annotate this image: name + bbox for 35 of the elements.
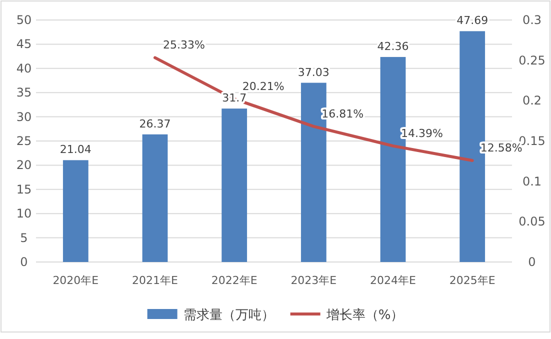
data-label: 26.37	[139, 117, 171, 130]
y-tick-label: 20	[16, 158, 32, 172]
x-tick-label: 2020年E	[52, 274, 99, 287]
x-tick-label: 2024年E	[370, 274, 416, 287]
x-tick-label: 2023年E	[290, 274, 337, 287]
y-tick-label: 35	[16, 86, 32, 100]
y-tick-label: 10	[16, 206, 32, 221]
y-tick-label: 50	[16, 13, 32, 27]
data-label: 47.69	[456, 14, 488, 28]
y-tick-label: 0	[20, 255, 28, 269]
y-tick-label: 15	[16, 182, 32, 196]
y2-tick-label: 0.2	[522, 94, 542, 108]
y2-tick-label: 0.25	[518, 53, 546, 68]
y2-tick-label: 0.1	[522, 174, 542, 188]
y-tick-label: 40	[16, 61, 32, 76]
y-tick-label: 45	[16, 37, 32, 52]
data-label: 37.03	[298, 66, 330, 79]
bar	[62, 160, 88, 262]
y-tick-label: 30	[16, 110, 32, 124]
bar	[222, 108, 248, 262]
legend-label: 需求量（万吨）	[183, 308, 274, 323]
data-label: 25.33%	[163, 38, 205, 52]
y2-tick-label: 0.05	[518, 214, 546, 229]
data-label: 21.04	[60, 143, 92, 156]
y-tick-label: 25	[16, 134, 32, 148]
data-label: 42.36	[377, 40, 409, 53]
bar	[142, 134, 168, 262]
y2-tick-label: 0.3	[522, 13, 542, 27]
legend-label: 增长率（%）	[325, 307, 404, 323]
x-tick-label: 2022年E	[211, 274, 258, 287]
y2-tick-label: 0	[528, 255, 536, 269]
x-tick-label: 2025年E	[449, 274, 496, 287]
y-tick-label: 5	[20, 230, 28, 245]
x-tick-label: 2021年E	[132, 274, 178, 287]
data-label: 20.21%	[242, 80, 284, 93]
